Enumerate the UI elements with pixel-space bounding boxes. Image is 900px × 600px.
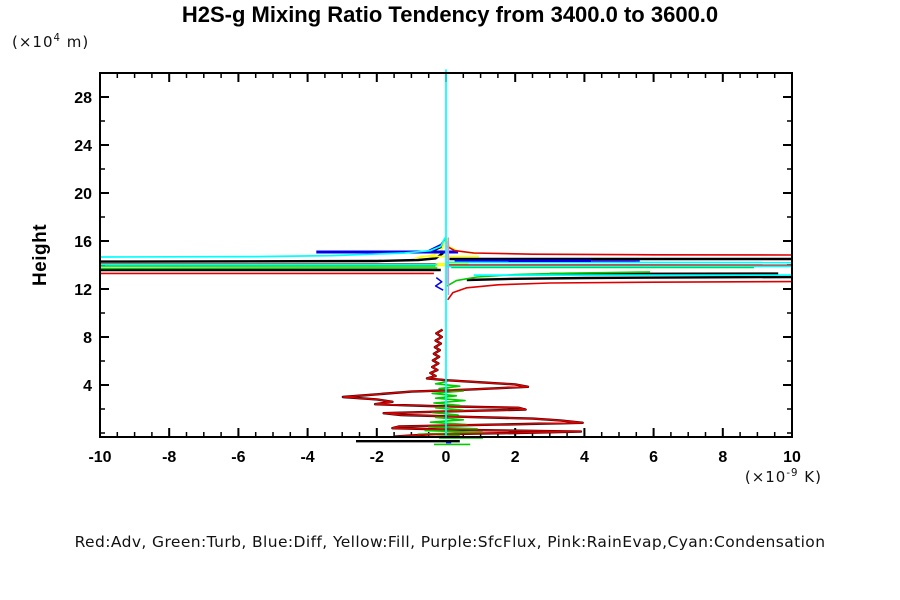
x-unit-exponent: -9 [786, 468, 799, 479]
y-tick-label: 24 [74, 138, 92, 155]
x-axis-unit-label: (×10-9 K) [745, 468, 822, 486]
x-tick-label: -2 [370, 449, 384, 466]
x-unit-rest: K) [798, 468, 822, 486]
x-tick-label: 6 [649, 449, 658, 466]
y-tick-label: 20 [74, 186, 92, 203]
x-tick-label: -4 [300, 449, 314, 466]
legend: Red:Adv, Green:Turb, Blue:Diff, Yellow:F… [74, 533, 826, 551]
x-tick-label: 2 [511, 449, 520, 466]
y-unit-rest: m) [61, 33, 90, 51]
x-unit-base: (×10 [744, 468, 787, 486]
x-tick-label: 0 [442, 449, 451, 466]
y-tick-label: 4 [83, 378, 92, 395]
x-tick-label: 10 [783, 449, 801, 466]
y-unit-base: (×10 [12, 33, 54, 51]
x-tick-label: -6 [231, 449, 245, 466]
y-tick-label: 16 [74, 234, 92, 251]
x-tick-label: -10 [88, 449, 111, 466]
x-tick-label: -8 [162, 449, 176, 466]
series-condensation [99, 69, 793, 437]
y-tick-label: 8 [83, 330, 92, 347]
x-tick-label: 8 [718, 449, 727, 466]
y-tick-label: 12 [74, 282, 92, 299]
y-axis-unit-label: (×104 m) [12, 33, 89, 51]
y-tick-label: 28 [74, 90, 92, 107]
y-unit-exponent: 4 [53, 33, 61, 44]
chart-title: H2S-g Mixing Ratio Tendency from 3400.0 … [181, 2, 719, 27]
plot-frame [99, 72, 793, 438]
series-turb [99, 265, 754, 446]
x-tick-label: 4 [580, 449, 589, 466]
series-diff [316, 250, 592, 263]
